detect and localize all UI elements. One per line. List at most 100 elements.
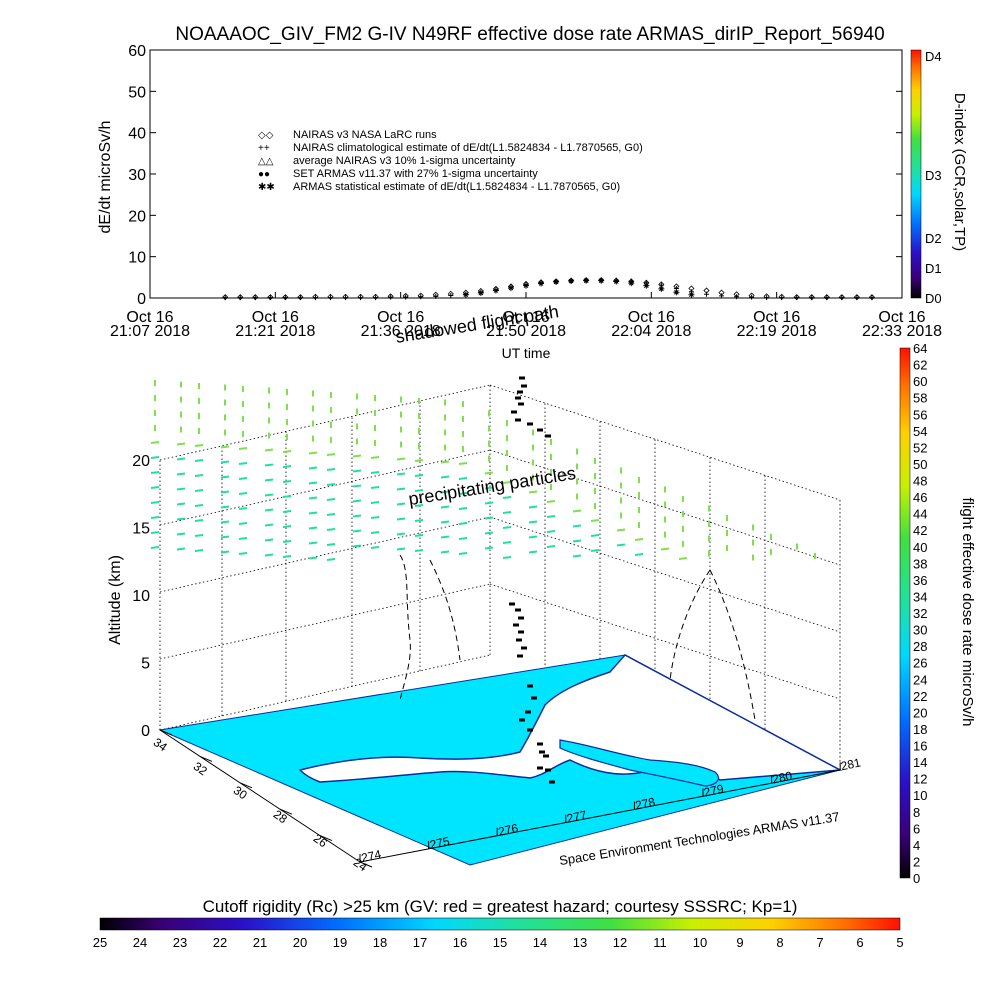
nairas-climatology-point [734, 294, 740, 300]
precip-marker [440, 535, 450, 539]
precip-marker [370, 501, 380, 504]
cutoff-tick-label: 16 [453, 935, 467, 950]
precip-marker [546, 500, 556, 503]
precip-marker [590, 534, 600, 537]
precip-marker [590, 519, 600, 522]
dindex-tick-label: D0 [925, 291, 942, 306]
map-lat-axis-line [159, 729, 361, 863]
precip-marker [282, 510, 292, 513]
cutoff-tick-label: 17 [413, 935, 427, 950]
dose-tick-label: 26 [913, 656, 927, 671]
dindex-colorbar-gradient [910, 49, 922, 299]
precip-marker [176, 517, 186, 521]
cutoff-tick-label: 12 [613, 935, 627, 950]
armas-estimate-point [553, 278, 560, 285]
precip-marker [396, 532, 406, 536]
precip-marker [616, 543, 626, 547]
map-lon-axis-line [359, 769, 841, 863]
precip-marker [264, 448, 274, 452]
precip-marker [458, 522, 468, 525]
precip-marker [194, 459, 204, 462]
dose-tick-label: 20 [913, 705, 927, 720]
dindex-tick-label: D4 [925, 49, 942, 64]
flight-track-point [518, 616, 524, 620]
armas-estimate-point [643, 282, 650, 289]
precip-marker [370, 471, 380, 474]
nairas-climatology-point [282, 295, 288, 301]
precip-marker [264, 493, 274, 497]
precip-marker [458, 507, 468, 510]
x-tick-date: Oct 16 [126, 309, 173, 326]
precip-marker [370, 456, 380, 459]
precip-marker [176, 472, 186, 476]
y-tick-label: 40 [128, 126, 146, 143]
flight-track-point [543, 754, 549, 758]
flight-track-point [539, 750, 545, 754]
dose-tick-label: 6 [913, 821, 920, 836]
nairas-climatology-point [237, 295, 243, 301]
dose-tick-label: 52 [913, 440, 927, 455]
precip-marker [194, 549, 204, 552]
precip-marker [572, 509, 582, 513]
nairas-climatology-point [764, 295, 770, 301]
longitude-tick-label: 280 [771, 768, 794, 786]
nairas-climatology-point [297, 295, 303, 301]
y-tick-label: 0 [137, 291, 146, 308]
cutoff-rigidity-colorbar: Cutoff rigidity (Rc) >25 km (GV: red = g… [93, 897, 904, 950]
cutoff-tick-label: 20 [293, 935, 307, 950]
altitude-tick-label: 5 [141, 656, 150, 673]
armas-estimate-point [538, 280, 545, 287]
flight-track-markers [509, 376, 555, 784]
precip-marker [396, 457, 406, 461]
precip-marker [414, 474, 424, 477]
shadowed-flight-path-center [429, 559, 461, 661]
flight-track-point [519, 718, 525, 722]
dose-tick-label: 22 [913, 689, 927, 704]
precip-marker [238, 492, 248, 495]
x-tick-time: 22:19 2018 [737, 323, 817, 340]
precip-marker [458, 462, 468, 465]
nairas-climatology-point [809, 295, 815, 301]
precip-marker [238, 537, 248, 540]
precip-marker [282, 525, 292, 528]
dose-tick-label: 0 [913, 871, 920, 886]
dose-tick-label: 64 [913, 341, 927, 356]
dose-rate-colorbar: 0246810121416182022242628303234363840424… [899, 341, 976, 886]
precip-marker [414, 489, 424, 492]
armas-estimate-point [507, 285, 514, 292]
nairas-climatology-point [839, 295, 845, 301]
flight-track-point [525, 710, 531, 714]
precip-marker [238, 552, 248, 555]
armas-estimate-point [673, 289, 680, 296]
dose-tick-label: 62 [913, 358, 927, 373]
precip-marker [370, 531, 380, 534]
dose-tick-label: 2 [913, 854, 920, 869]
precip-marker [546, 545, 556, 548]
armas-estimate-point [658, 285, 665, 292]
flight-track-point [515, 396, 521, 400]
precip-marker [326, 558, 336, 561]
precip-marker [308, 466, 318, 470]
dose-tick-label: 56 [913, 407, 927, 422]
shadowed-flight-path-east2 [709, 569, 756, 721]
precip-marker [150, 456, 160, 459]
flight-track-point [517, 390, 523, 394]
precip-marker [352, 544, 362, 548]
precip-marker [238, 477, 248, 480]
x-tick-date: Oct 16 [878, 309, 925, 326]
precip-marker [502, 556, 512, 559]
precip-marker [440, 475, 450, 479]
precip-marker [264, 478, 274, 482]
precip-marker [282, 495, 292, 498]
y-tick-label: 30 [128, 167, 146, 184]
map-3d-grid [159, 384, 841, 770]
precip-marker [414, 459, 424, 462]
precip-marker [220, 550, 230, 554]
precip-marker [220, 460, 230, 464]
precip-marker [194, 489, 204, 492]
armas-estimate-point [523, 282, 529, 289]
nairas-climatology-point [312, 295, 318, 301]
precip-marker [414, 504, 424, 507]
precip-marker [220, 520, 230, 524]
